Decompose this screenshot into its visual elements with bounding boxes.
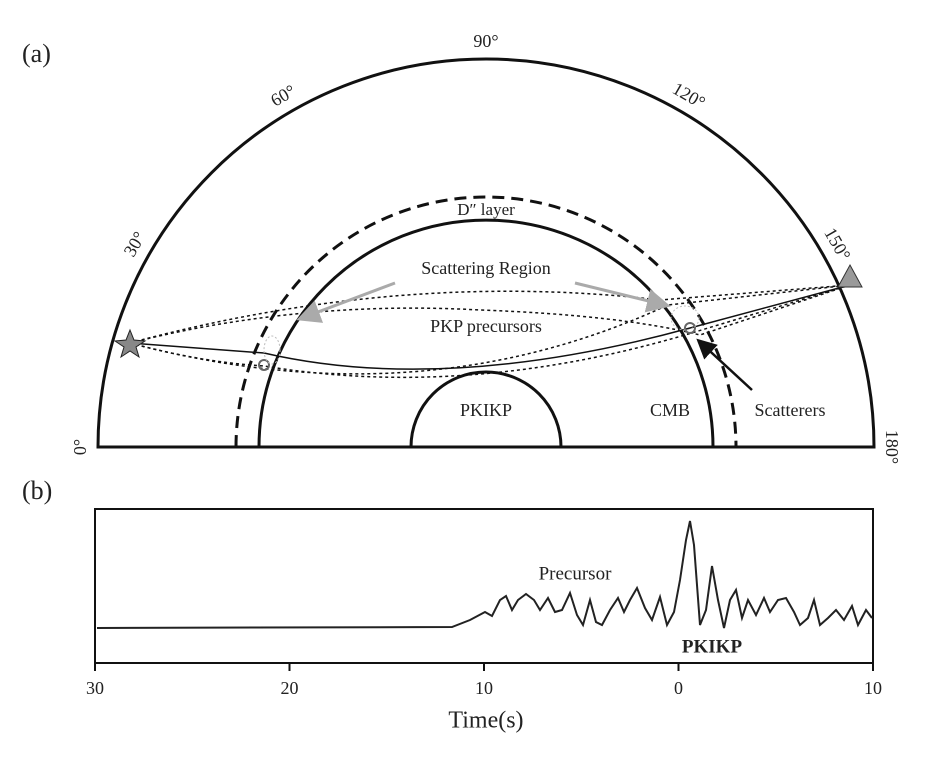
ray-path (129, 284, 851, 375)
d-layer-boundary (234, 195, 738, 448)
x-axis: 30 20 10 0 10 (86, 663, 882, 698)
plot-frame (94, 508, 874, 664)
ray-path (129, 284, 851, 370)
ray-path (129, 284, 851, 344)
arrow (574, 281, 671, 313)
scattering-cloud (670, 305, 700, 331)
source-star (113, 328, 147, 359)
annotation: PKIKP (682, 636, 743, 657)
x-tick-label: 10 (864, 678, 882, 698)
x-tick-label: 0 (674, 678, 683, 698)
panel-label: (a) (22, 39, 51, 68)
label: PKP precursors (430, 316, 542, 336)
waveform (96, 520, 873, 629)
inner-core (409, 370, 563, 448)
x-axis-label: Time(s) (448, 708, 523, 734)
angle-label: 90° (473, 31, 498, 51)
x-tick-label: 30 (86, 678, 104, 698)
ray-path (129, 284, 851, 344)
label: PKIKP (460, 400, 512, 420)
label: D″ layer (457, 200, 515, 219)
annotation: Precursor (539, 563, 612, 584)
label: Scattering Region (421, 258, 550, 278)
label: CMB (650, 400, 690, 420)
x-tick-label: 10 (475, 678, 493, 698)
scattering-cloud (263, 335, 281, 365)
cmb-boundary (257, 218, 715, 448)
panel-label: (b) (22, 476, 52, 505)
receiver-triangle (837, 263, 863, 288)
arrow (696, 338, 753, 391)
earth-diagram (96, 57, 876, 449)
angle-label: 180° (882, 430, 902, 464)
x-tick-label: 20 (281, 678, 299, 698)
label: Scatterers (755, 400, 826, 420)
mantle-outline (96, 57, 876, 449)
scatterer (684, 322, 696, 334)
arrow (296, 281, 396, 323)
angle-label: 30° (120, 228, 150, 260)
angle-label: 0° (70, 439, 90, 455)
angle-label: 60° (267, 81, 299, 111)
scatterer (258, 359, 270, 371)
